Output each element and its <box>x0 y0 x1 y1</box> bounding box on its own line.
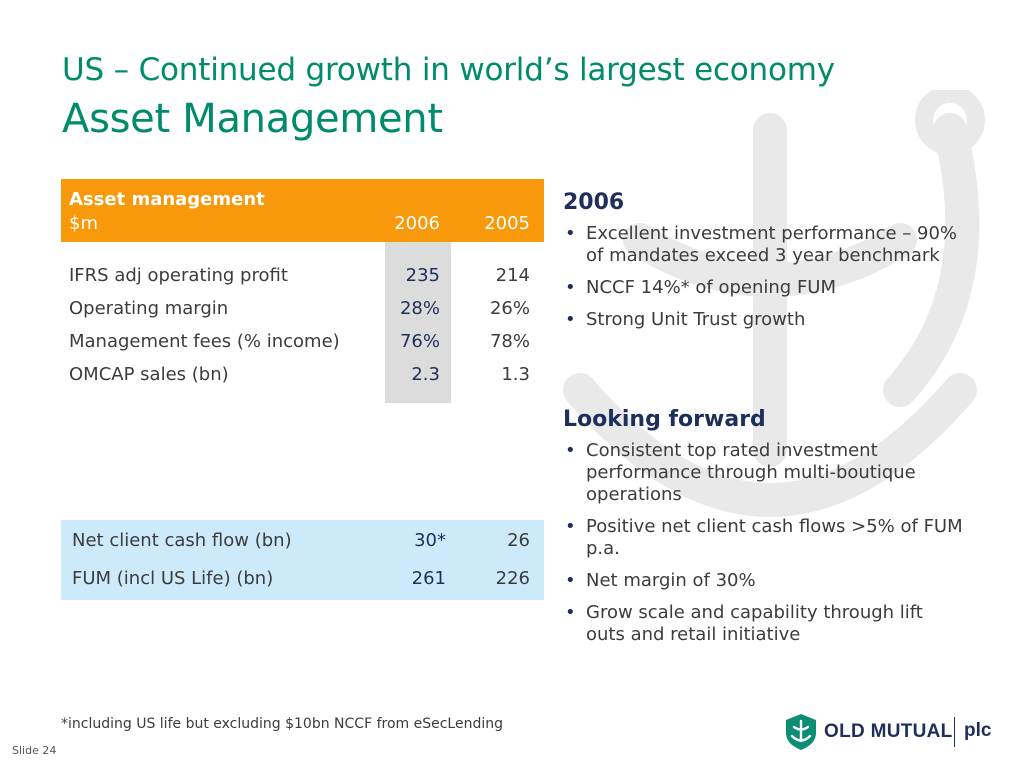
logo-divider <box>954 717 955 747</box>
bullet-icon: • <box>565 223 576 244</box>
value-2005: 26 <box>507 530 530 551</box>
logo-brand-text: OLD MUTUAL <box>824 721 953 742</box>
bullet-icon: • <box>565 277 576 298</box>
value-2006: 235 <box>405 265 440 286</box>
table-header-unit: $m <box>69 213 98 234</box>
value-2006: 2.3 <box>411 364 440 385</box>
old-mutual-logo: OLD MUTUAL plc <box>784 713 1014 753</box>
row-label: FUM (incl US Life) (bn) <box>72 568 274 589</box>
column-header-2005: 2005 <box>484 213 530 234</box>
list-item: • NCCF 14%* of opening FUM <box>565 277 837 298</box>
bullet-icon: • <box>565 516 576 537</box>
column-header-2006: 2006 <box>394 213 440 234</box>
value-2005: 78% <box>489 331 530 352</box>
value-2006: 30* <box>414 530 446 551</box>
list-item: • Strong Unit Trust growth <box>565 309 806 330</box>
list-item: • Consistent top rated investment perform… <box>565 440 916 505</box>
footnote: *including US life but excluding $10bn N… <box>61 716 503 732</box>
bullet-icon: • <box>565 309 576 330</box>
highlight-column-2006 <box>385 242 451 403</box>
list-item: • Grow scale and capability through lift … <box>565 602 923 645</box>
row-label: IFRS adj operating profit <box>69 265 288 286</box>
row-label: Net client cash flow (bn) <box>72 530 292 551</box>
old-mutual-shield-logo-icon <box>786 714 816 750</box>
bullet-list-forward: • Consistent top rated investment perform… <box>563 440 963 646</box>
value-2005: 214 <box>495 265 530 286</box>
value-2006: 28% <box>399 298 440 319</box>
table-row: Management fees (% income) 76% 78% <box>61 331 544 364</box>
list-item: • Excellent investment performance – 90% … <box>565 223 958 266</box>
section-heading-2006: 2006 <box>563 190 625 215</box>
bullet-icon: • <box>565 602 576 623</box>
slide-number: Slide 24 <box>12 744 57 757</box>
value-2005: 1.3 <box>501 364 530 385</box>
table-row: FUM (incl US Life) (bn) 261 226 <box>61 558 544 596</box>
row-label: Operating margin <box>69 298 229 319</box>
row-label: OMCAP sales (bn) <box>69 364 229 385</box>
table-row: IFRS adj operating profit 235 214 <box>61 265 544 298</box>
value-2005: 26% <box>489 298 530 319</box>
section-looking-forward: Looking forward • Consistent top rated in… <box>563 407 963 656</box>
slide-subtitle: Asset Management <box>62 96 443 142</box>
table-header: Asset management $m 2006 2005 <box>61 179 544 242</box>
table-row: OMCAP sales (bn) 2.3 1.3 <box>61 364 544 397</box>
table-row: Net client cash flow (bn) 30* 26 <box>61 520 544 558</box>
section-2006: 2006 • Excellent investment performance –… <box>563 190 963 341</box>
list-item: • Net margin of 30% <box>565 570 756 591</box>
section-heading-forward: Looking forward <box>563 407 766 432</box>
table-row: Operating margin 28% 26% <box>61 298 544 331</box>
logo-plc-text: plc <box>964 720 992 741</box>
slide-title: US – Continued growth in world’s largest… <box>62 52 835 88</box>
financial-table: IFRS adj operating profit 235 214 Operat… <box>61 265 544 397</box>
value-2005: 226 <box>495 568 530 589</box>
bullet-list-2006: • Excellent investment performance – 90% … <box>563 223 963 331</box>
bullet-icon: • <box>565 440 576 461</box>
anchor-watermark <box>563 90 985 517</box>
table-header-title: Asset management <box>69 189 265 210</box>
cash-flow-highlight-box: Net client cash flow (bn) 30* 26 FUM (in… <box>61 520 544 600</box>
row-label: Management fees (% income) <box>69 331 340 352</box>
value-2006: 76% <box>399 331 440 352</box>
bullet-icon: • <box>565 570 576 591</box>
value-2006: 261 <box>411 568 446 589</box>
list-item: • Positive net client cash flows >5% of F… <box>565 516 963 559</box>
